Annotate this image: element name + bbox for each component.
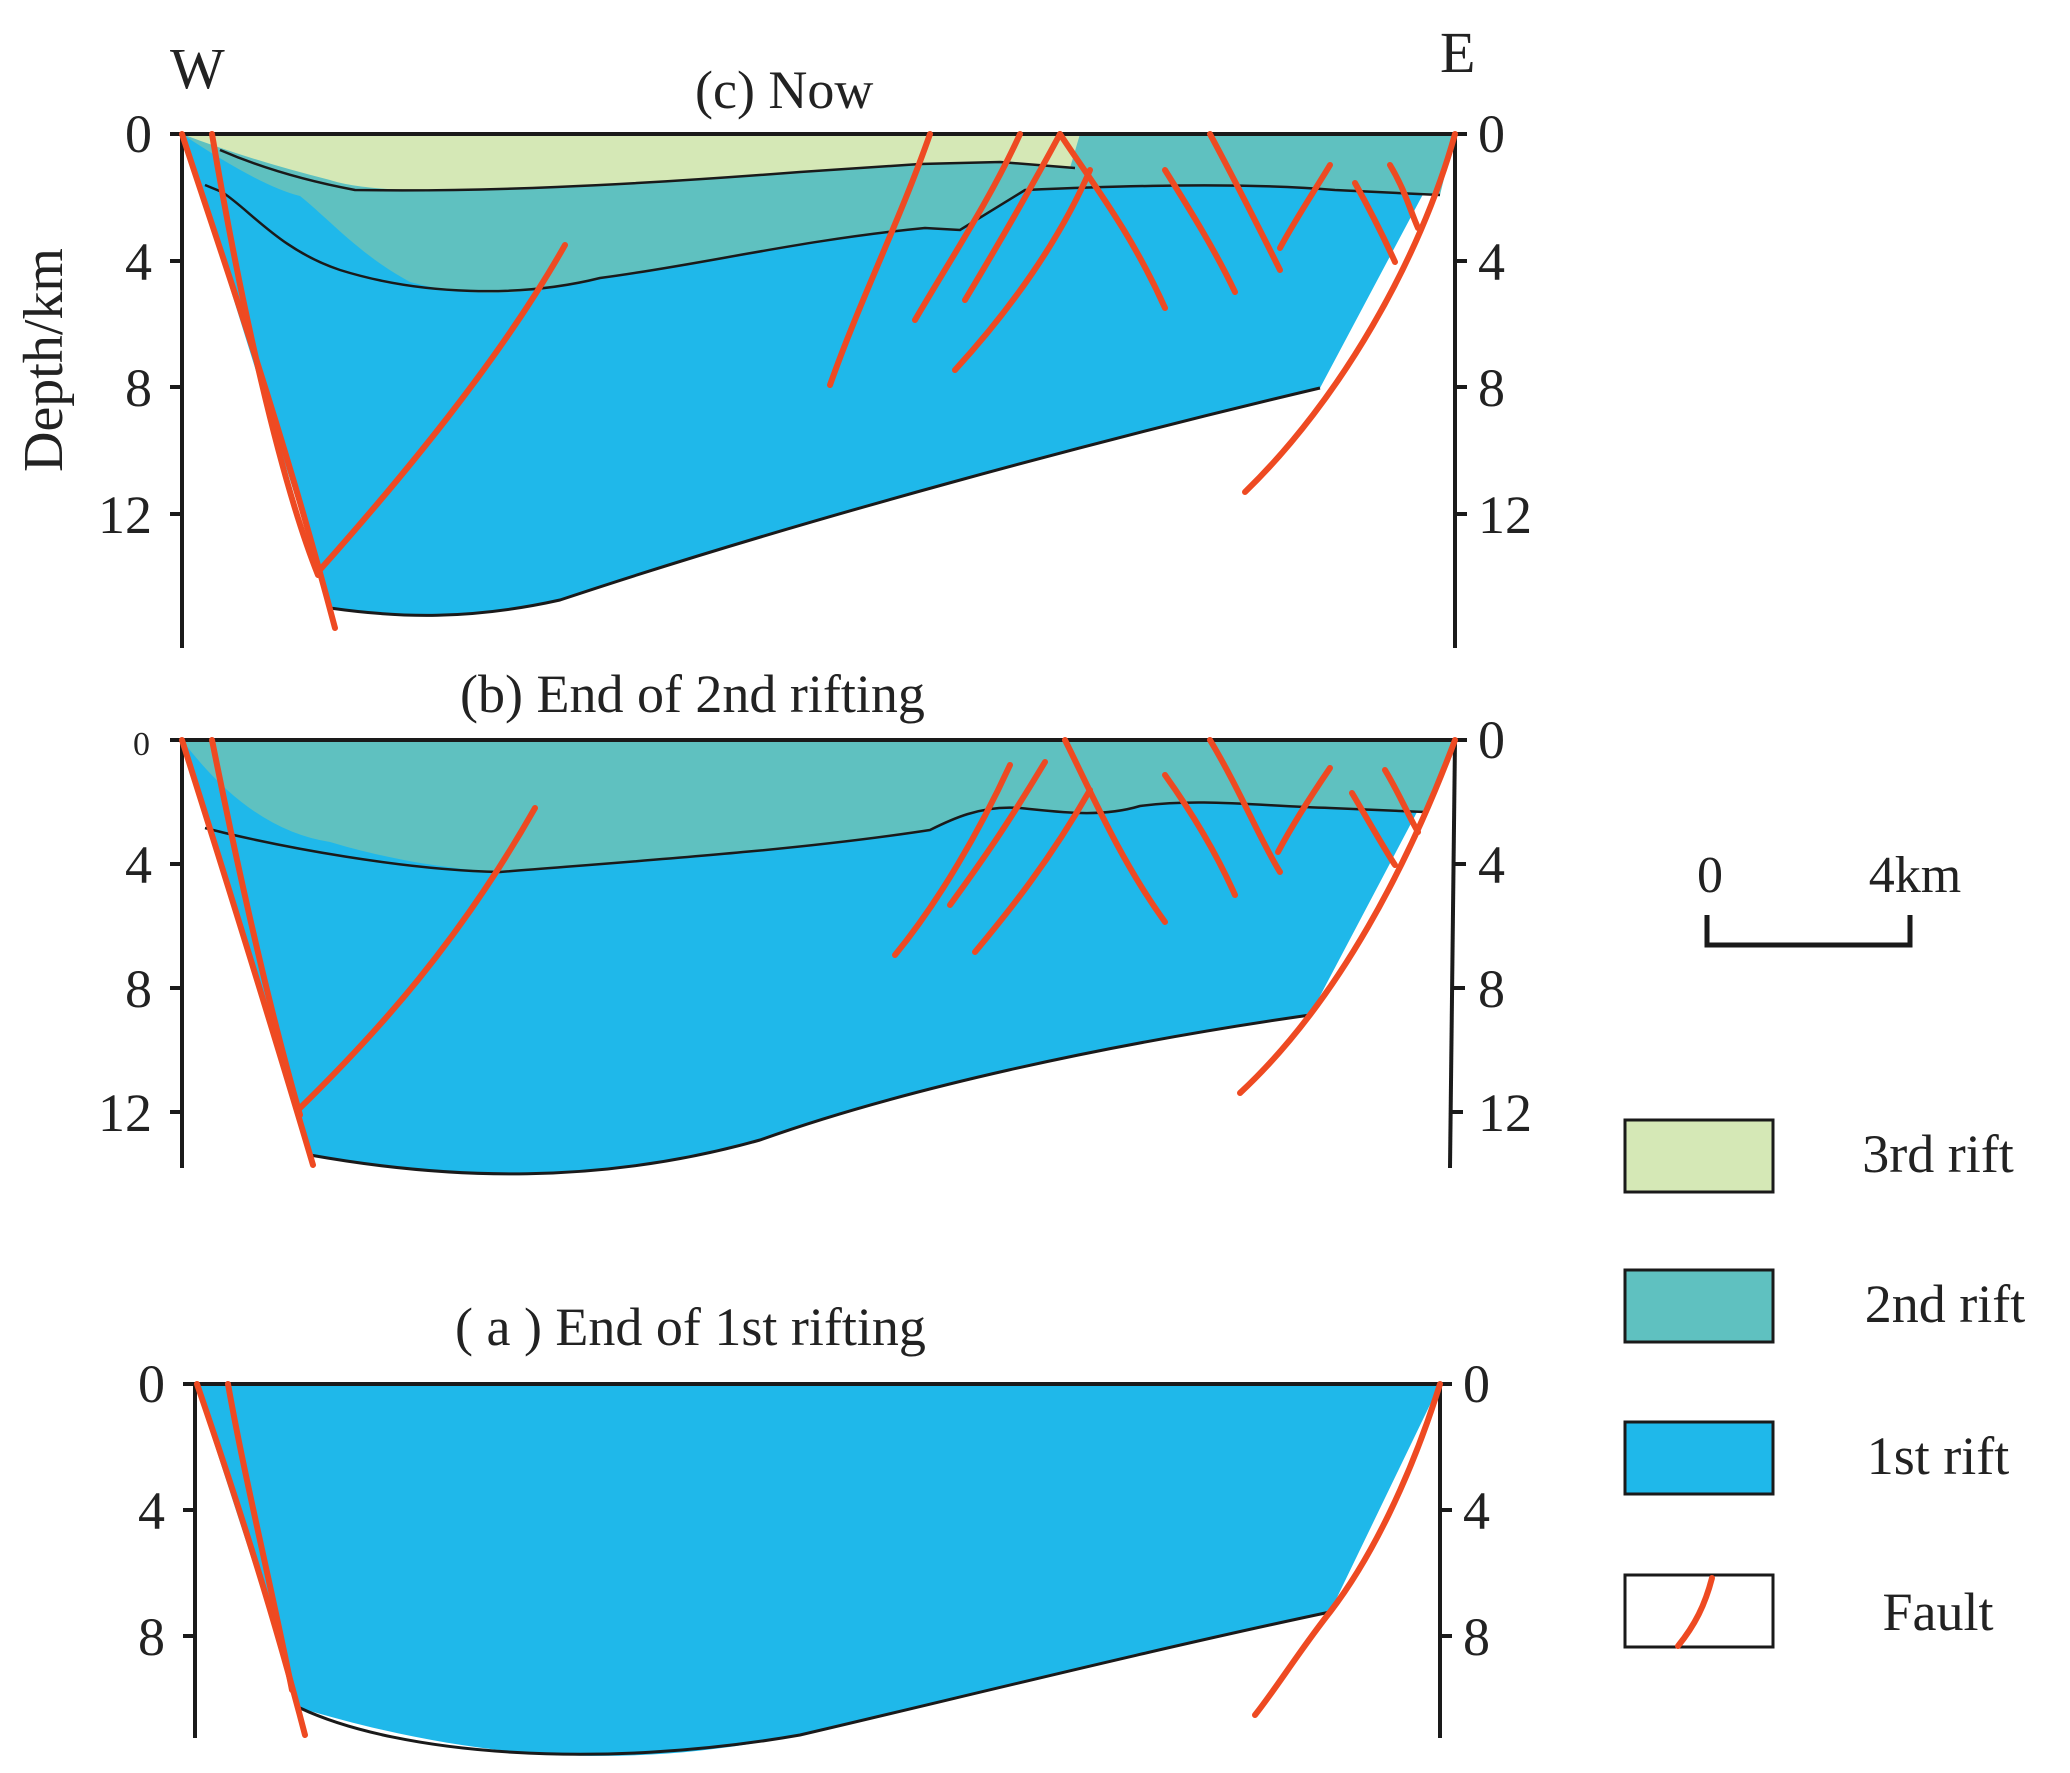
panel-c-fault-3 [962,131,1063,303]
panel-c-fault-west-inner [209,131,321,578]
panel-b-fault-9 [1382,767,1421,835]
panel-a-1st-rift-layer [195,1384,1440,1756]
panel-c-fault-7 [1207,131,1283,273]
panel-c-fault-10 [1387,162,1421,231]
panel-a: ( a ) End of 1st rifting 0 4 8 0 4 8 [138,1297,1490,1756]
panel-c-fault-east-boundary [1242,131,1458,495]
legend-label-2nd-rift: 2nd rift [1865,1274,2025,1334]
panel-a-right-tick-8: 8 [1463,1607,1490,1667]
east-label: E [1440,20,1475,85]
panel-b-title: (b) End of 2nd rifting [460,664,925,724]
panel-b-2nd-rift-layer [182,740,1455,872]
panel-c-fault-4 [1057,131,1168,311]
panel-b-left-tick-4: 4 [125,835,152,895]
scale-bar-line [1704,915,1913,948]
depth-axis-label: Depth/km [13,248,75,472]
panel-b-right-axis [1448,739,1457,1169]
panel-b-left-tick-8: 8 [125,959,152,1019]
panel-b-fault-west-inner [209,737,303,1118]
panel-b-right-tick-8: 8 [1478,959,1505,1019]
panel-c-fault-8 [1277,162,1333,251]
panel-c-base-3rd [219,148,1076,192]
panel-b-left-tick-12: 12 [98,1083,152,1143]
legend-fault-line-icon [1675,1575,1715,1649]
panel-a-right-tick-0: 0 [1463,1354,1490,1414]
panel-b-base-2nd [204,801,1426,874]
panel-c-3rd-rift-layer [182,134,1080,191]
legend-label-3rd-rift: 3rd rift [1862,1124,2013,1184]
scale-bar-end-label: 4km [1869,847,1961,904]
panel-a-left-tick-4: 4 [138,1481,165,1541]
panel-b: (b) End of 2nd rifting 0 4 8 12 0 4 8 12 [98,664,1532,1176]
legend: 3rd rift 2nd rift 1st rift Fault [1623,1118,2025,1649]
panel-b-right-tick-12: 12 [1478,1083,1532,1143]
panel-a-title: ( a ) End of 1st rifting [455,1297,926,1357]
panel-c-fault-9 [1352,180,1398,265]
panel-b-fault-5 [1162,772,1238,898]
panel-a-left-tick-8: 8 [138,1607,165,1667]
panel-b-right-tick-4: 4 [1478,835,1505,895]
scale-bar: 0 4km [1697,847,1961,948]
panel-a-right-tick-4: 4 [1463,1481,1490,1541]
legend-swatch-1st-rift [1623,1420,1775,1496]
panel-c: (c) Now 0 4 8 12 0 4 8 12 [98,60,1532,648]
panel-b-base-1st [309,1013,1311,1176]
panel-a-fault-east-boundary [1252,1381,1443,1718]
panel-b-left-tick-0: 0 [133,726,150,763]
legend-swatch-2nd-rift [1623,1268,1775,1344]
panel-b-fault-7 [1275,765,1333,855]
panel-a-fault-west-inner [225,1381,295,1693]
panel-a-faults [194,1381,1443,1738]
panel-c-left-tick-0: 0 [125,104,152,164]
legend-swatch-3rd-rift [1623,1118,1775,1194]
panel-c-left-tick-4: 4 [125,232,152,292]
panel-b-fault-6 [1207,737,1283,875]
panel-c-right-tick-0: 0 [1478,104,1505,164]
panel-c-left-tick-8: 8 [125,358,152,418]
panel-c-fault-1 [827,131,933,388]
legend-label-1st-rift: 1st rift [1867,1426,2010,1486]
panel-c-right-tick-12: 12 [1478,485,1532,545]
panel-c-ticks [170,132,1467,516]
west-label: W [170,36,225,101]
panel-b-fault-8 [1349,790,1398,868]
panel-b-fault-4 [972,787,1093,955]
legend-swatch-fault [1623,1573,1775,1649]
panel-c-fault-5 [952,167,1093,373]
panel-c-faults [179,131,1458,631]
panel-b-fault-east-boundary [1237,737,1458,1096]
panel-c-title: (c) Now [695,60,873,120]
panel-c-base-2nd [204,183,1441,293]
panel-c-fault-west-antithetic [315,242,568,575]
panel-a-base-1st [299,1610,1331,1756]
panel-c-fault-6 [1162,167,1238,295]
panel-c-right-tick-4: 4 [1478,232,1505,292]
panel-a-left-tick-0: 0 [138,1354,165,1414]
panel-c-right-tick-8: 8 [1478,358,1505,418]
panel-b-ticks [170,738,1467,1114]
scale-bar-start-label: 0 [1697,847,1723,904]
panel-b-fault-west-antithetic [295,805,538,1113]
panel-c-left-tick-12: 12 [98,485,152,545]
panel-c-fault-2 [912,131,1023,323]
panel-b-faults [179,737,1458,1168]
panel-b-right-tick-0: 0 [1478,710,1505,770]
panel-b-fault-1 [892,762,1013,958]
panel-c-base-1st [329,386,1321,617]
panel-b-fault-3 [1062,737,1168,925]
legend-label-fault: Fault [1882,1582,1993,1642]
panel-b-fault-2 [947,759,1048,908]
